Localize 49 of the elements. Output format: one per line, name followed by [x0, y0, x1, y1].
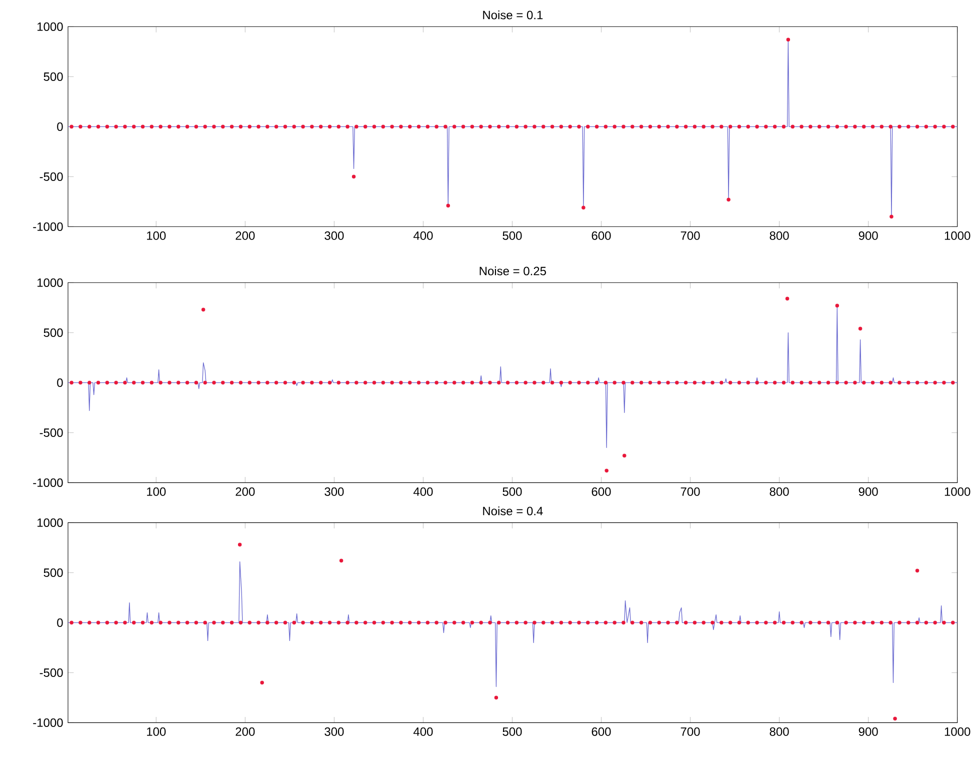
x-tick-label: 400	[413, 487, 433, 496]
x-tick-label: 900	[858, 727, 878, 736]
x-tick-label: 300	[324, 727, 344, 736]
chart-title: Noise = 0.25	[480, 266, 546, 276]
y-tick-label: 1000	[38, 518, 63, 527]
x-tick-label: 600	[592, 727, 611, 736]
y-tick-label: -500	[40, 172, 63, 181]
y-tick-label: -1000	[33, 718, 63, 727]
x-tick-label: 100	[147, 487, 166, 496]
x-tick-label: 900	[858, 231, 878, 240]
y-tick-label: 1000	[38, 278, 63, 287]
x-tick-label: 700	[680, 727, 700, 736]
x-tick-label: 800	[770, 727, 789, 736]
x-tick-label: 300	[324, 487, 344, 496]
x-tick-label: 300	[324, 231, 344, 240]
y-tick-label: -1000	[33, 222, 63, 231]
x-tick-label: 200	[236, 487, 255, 496]
chart-title: Noise = 0.1	[483, 10, 543, 20]
x-tick-label: 1000	[944, 487, 970, 496]
y-tick-label: -500	[40, 428, 63, 437]
y-tick-label: 0	[57, 122, 63, 131]
y-tick-label: 0	[57, 378, 63, 387]
x-tick-label: 400	[413, 231, 433, 240]
x-tick-label: 1000	[944, 231, 970, 240]
x-tick-label: 400	[413, 727, 433, 736]
x-tick-label: 100	[147, 231, 166, 240]
x-tick-label: 700	[680, 487, 700, 496]
x-tick-label: 500	[502, 487, 522, 496]
y-tick-label: -500	[40, 668, 63, 677]
x-tick-label: 700	[680, 231, 700, 240]
x-tick-label: 600	[592, 487, 611, 496]
y-tick-label: 0	[57, 618, 63, 627]
x-tick-label: 900	[858, 487, 878, 496]
x-tick-label: 1000	[944, 727, 970, 736]
y-tick-label: -1000	[33, 478, 63, 487]
x-tick-label: 500	[502, 231, 522, 240]
x-tick-label: 500	[502, 727, 522, 736]
x-tick-label: 800	[770, 487, 789, 496]
y-tick-label: 500	[44, 328, 63, 337]
y-tick-label: 500	[44, 568, 63, 577]
line-series	[68, 561, 958, 688]
y-tick-label: 1000	[38, 22, 63, 31]
y-tick-label: 500	[44, 72, 63, 81]
x-tick-label: 800	[770, 231, 789, 240]
x-tick-label: 200	[236, 727, 255, 736]
x-tick-label: 200	[236, 231, 255, 240]
x-tick-label: 100	[147, 727, 166, 736]
x-tick-label: 600	[592, 231, 611, 240]
chart-title: Noise = 0.4	[483, 506, 543, 516]
